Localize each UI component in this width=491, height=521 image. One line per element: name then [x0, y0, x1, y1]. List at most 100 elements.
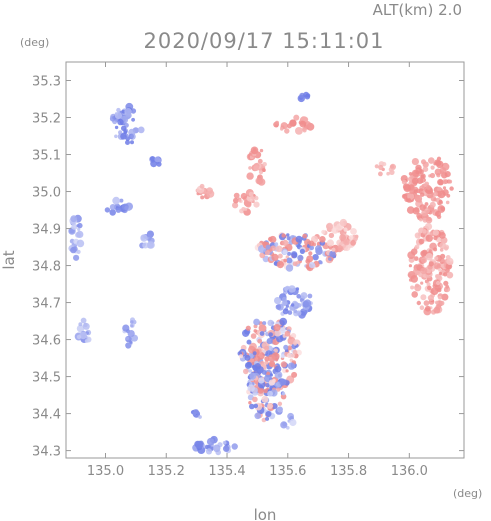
echo-cell	[293, 114, 300, 121]
echo-cell	[205, 448, 213, 455]
echo-cell	[296, 310, 302, 316]
echo-cell	[419, 305, 425, 311]
echo-cell	[435, 280, 441, 286]
echo-cell	[125, 336, 130, 341]
echo-cell	[250, 146, 259, 155]
echo-cell	[277, 253, 283, 259]
echo-cell	[420, 192, 425, 197]
echo-cell	[315, 245, 322, 253]
echo-cell	[281, 300, 288, 307]
echo-cell	[127, 330, 135, 338]
echo-cell	[73, 254, 80, 261]
echo-cell	[428, 249, 432, 253]
echo-cell	[117, 118, 124, 126]
echo-cell	[408, 172, 413, 176]
echo-cell	[286, 123, 292, 129]
echo-cell	[131, 117, 136, 122]
echo-cell	[326, 239, 334, 247]
echo-cell	[420, 281, 424, 285]
echo-cell	[115, 207, 122, 213]
echo-cell	[443, 246, 449, 251]
axis-ticks: 135.0 135.2 135.4 135.6 135.8 136.0 34.3 34.4 34…	[32, 62, 464, 479]
echo-cell	[257, 338, 263, 344]
echo-cell	[147, 241, 155, 249]
y-unit-label: (deg)	[20, 36, 49, 49]
echo-cell	[264, 374, 272, 383]
echo-cell	[200, 195, 205, 200]
echo-cell	[199, 183, 205, 189]
echo-cell	[130, 140, 134, 145]
echo-cell	[290, 353, 296, 358]
x-tick-label: 135.8	[330, 464, 367, 479]
echo-cell	[427, 285, 432, 291]
echo-cell	[425, 216, 433, 224]
echo-cell	[439, 248, 444, 252]
echo-cell	[430, 287, 439, 295]
echo-cell	[71, 223, 78, 230]
echo-cell	[292, 261, 298, 267]
echo-cell	[207, 188, 211, 192]
y-tick-label: 35.0	[32, 186, 61, 201]
echo-cell	[425, 234, 433, 242]
echo-cell	[265, 411, 272, 417]
echo-cell	[129, 340, 133, 344]
echo-cell	[410, 285, 415, 290]
echo-cell	[421, 258, 426, 264]
echo-cell	[305, 93, 311, 98]
x-axis-label: lon	[254, 506, 277, 521]
echo-cell	[417, 198, 422, 203]
echo-cell	[429, 201, 436, 208]
echo-cell	[120, 133, 127, 140]
y-tick-label: 34.4	[32, 408, 61, 423]
echo-cell	[121, 109, 126, 114]
echo-cell	[446, 257, 454, 265]
plot-frame	[65, 61, 465, 459]
echo-cell	[195, 440, 204, 449]
echo-cell	[422, 166, 429, 172]
echo-cell	[280, 421, 288, 429]
echo-cell	[267, 403, 273, 409]
echo-cell	[256, 366, 264, 374]
x-tick-label: 135.6	[269, 464, 306, 479]
echo-cell	[284, 330, 291, 337]
echo-cell	[406, 206, 415, 214]
echo-cell	[291, 252, 298, 259]
echo-cell	[149, 156, 156, 162]
echo-cell	[434, 168, 442, 176]
echo-cell	[410, 275, 419, 283]
echo-cell	[280, 122, 288, 130]
echo-cell	[232, 202, 239, 209]
echo-cell	[248, 401, 252, 405]
echo-cell	[319, 260, 323, 265]
echo-cell	[285, 304, 289, 308]
echo-cell	[299, 248, 305, 254]
echo-cell	[281, 392, 286, 396]
echo-cell	[112, 116, 116, 120]
echo-cell	[350, 240, 356, 246]
echo-cell	[435, 160, 442, 167]
echo-cell	[246, 172, 254, 180]
echo-cell	[293, 342, 297, 346]
echo-cell	[124, 205, 129, 211]
echo-cell	[437, 186, 442, 192]
echo-cell	[82, 322, 90, 330]
echo-cell	[288, 285, 296, 293]
echo-cell	[425, 253, 433, 261]
echo-cell	[268, 379, 275, 386]
echo-cell	[274, 242, 279, 247]
echo-cell	[276, 261, 284, 269]
echo-cell	[339, 218, 348, 227]
echo-cell	[76, 249, 81, 254]
echo-cell	[309, 245, 315, 251]
echo-cell	[275, 245, 283, 253]
echo-cell	[446, 271, 454, 279]
x-tick-label: 136.0	[391, 464, 428, 479]
echo-cell	[258, 170, 264, 175]
echo-cell	[72, 246, 78, 252]
echo-cell	[328, 257, 332, 261]
echo-cell	[130, 320, 134, 324]
echo-cell	[273, 324, 281, 332]
echo-cell	[439, 258, 446, 264]
echo-cell	[422, 249, 428, 255]
echo-cell	[253, 329, 258, 333]
